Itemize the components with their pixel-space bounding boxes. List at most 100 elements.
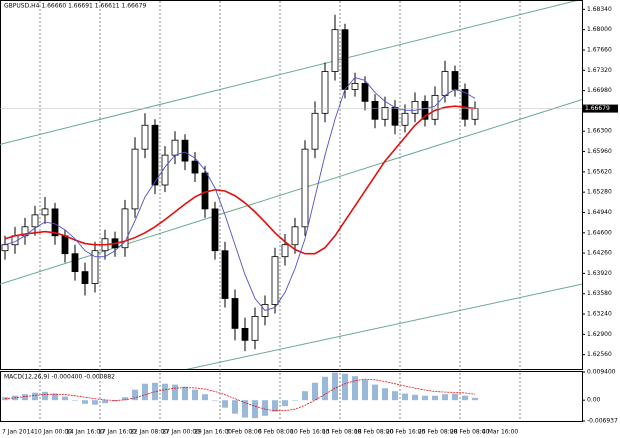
x-tick-label: 7 Jan 2014 <box>2 429 34 436</box>
candle-body <box>471 108 479 120</box>
y-tick-label: 1.68340 <box>587 6 612 13</box>
candle-body <box>321 71 329 114</box>
macd-bar <box>172 384 178 401</box>
x-tick-label: 10 Feb 16:00 <box>290 429 330 436</box>
candle-body <box>251 316 259 341</box>
macd-bar <box>342 373 348 401</box>
candle-body <box>291 226 299 246</box>
macd-bar <box>442 394 448 401</box>
y-tick-label: 1.66980 <box>587 87 612 94</box>
time-grid <box>39 1 521 421</box>
candle-body <box>61 235 69 255</box>
candle-body <box>31 214 39 228</box>
macd-bar <box>292 400 298 401</box>
y-tick-label: 1.66300 <box>587 128 612 135</box>
macd-signal <box>4 378 476 412</box>
candle-body <box>281 244 289 258</box>
candle-body <box>41 208 49 216</box>
candle-body <box>171 139 179 156</box>
y-tick-label: 1.68000 <box>587 26 612 33</box>
macd-bar <box>362 379 368 401</box>
candle-body <box>411 100 419 114</box>
candle-body <box>241 327 249 341</box>
macd-bar <box>352 376 358 401</box>
candle-body <box>401 112 409 126</box>
macd-bar <box>22 394 28 401</box>
macd-bar <box>382 388 388 401</box>
candle-body <box>121 208 129 249</box>
candle-body <box>421 100 429 120</box>
price-pane <box>0 0 583 370</box>
macd-bar <box>112 400 118 402</box>
channel-line <box>186 283 582 369</box>
macd-bar <box>192 389 198 401</box>
y-tick-label: 1.64940 <box>587 209 612 216</box>
candle-body <box>441 71 449 96</box>
candle-body <box>381 106 389 120</box>
current-price-label: 1.66679 <box>585 105 610 112</box>
x-tick-label: 13 Feb 08:00 <box>322 429 362 436</box>
macd-bar <box>432 395 438 401</box>
macd-bar <box>282 400 288 407</box>
candle-body <box>1 244 9 252</box>
macd-bar <box>242 400 248 418</box>
x-tick-label: 20 Feb 16:00 <box>386 429 426 436</box>
y-tick-label: 1.64600 <box>587 229 612 236</box>
y-tick-label: 1.63580 <box>587 290 612 297</box>
macd-bar <box>62 396 68 401</box>
candle-body <box>181 139 189 162</box>
candle-body <box>211 208 219 252</box>
macd-bar <box>182 386 188 401</box>
macd-bar <box>212 400 218 401</box>
moving-average <box>4 105 476 255</box>
candle-body <box>141 124 149 150</box>
candle-body <box>341 29 349 90</box>
candle-body <box>161 154 169 186</box>
current-price-box <box>582 104 618 113</box>
macd-bar <box>222 400 228 408</box>
macd-bar <box>122 397 128 401</box>
candle-body <box>191 160 199 174</box>
macd-bar <box>472 397 478 401</box>
macd-label: MACD(12,26,9) -0.000400 -0.000882 <box>4 374 115 381</box>
x-tick-label: 14 Jan 16:00 <box>66 429 104 436</box>
y-tick-label: 1.67660 <box>587 46 612 53</box>
moving-average <box>4 76 476 311</box>
candle-body <box>351 83 359 90</box>
macd-bar <box>132 389 138 401</box>
macd-bar <box>302 391 308 401</box>
macd-bar <box>452 393 458 401</box>
macd-bar <box>322 376 328 401</box>
macd-bar <box>232 400 238 414</box>
candle-body <box>151 124 159 186</box>
candle-body <box>451 71 459 90</box>
y-tick-label: 1.65620 <box>587 168 612 175</box>
candle-body <box>81 271 89 284</box>
candle-body <box>331 29 339 72</box>
x-tick-label: 17 Jan 16:00 <box>98 429 136 436</box>
macd-bar <box>82 400 88 404</box>
y-tick-label: 1.67320 <box>587 67 612 74</box>
macd-bar <box>332 372 338 401</box>
x-tick-label: 27 Jan 00:00 <box>162 429 200 436</box>
channel-line <box>0 1 577 145</box>
x-tick-label: 29 Jan 16:00 <box>194 429 232 436</box>
y-tick-label: 1.63240 <box>587 311 612 318</box>
chart-title: GBPUSD,H4 1.66660 1.66691 1.66611 1.6667… <box>4 3 146 10</box>
y-tick-label: 1.64260 <box>587 250 612 257</box>
candle-body <box>51 208 59 237</box>
macd-bar <box>412 394 418 401</box>
candle-body <box>391 106 399 126</box>
macd-bar <box>142 383 148 401</box>
x-tick-label: 18 Feb 08:00 <box>354 429 394 436</box>
macd-tick-label: 0.009400 <box>587 369 616 376</box>
y-tick-label: 1.62900 <box>587 331 612 338</box>
candle-body <box>361 83 369 102</box>
candle-body <box>221 250 229 299</box>
macd-bar <box>272 400 278 412</box>
x-tick-label: 4 Mar 16:00 <box>482 429 518 436</box>
y-tick-label: 1.62560 <box>587 351 612 358</box>
macd-bar <box>42 391 48 401</box>
x-tick-label: 25 Feb 08:00 <box>418 429 458 436</box>
